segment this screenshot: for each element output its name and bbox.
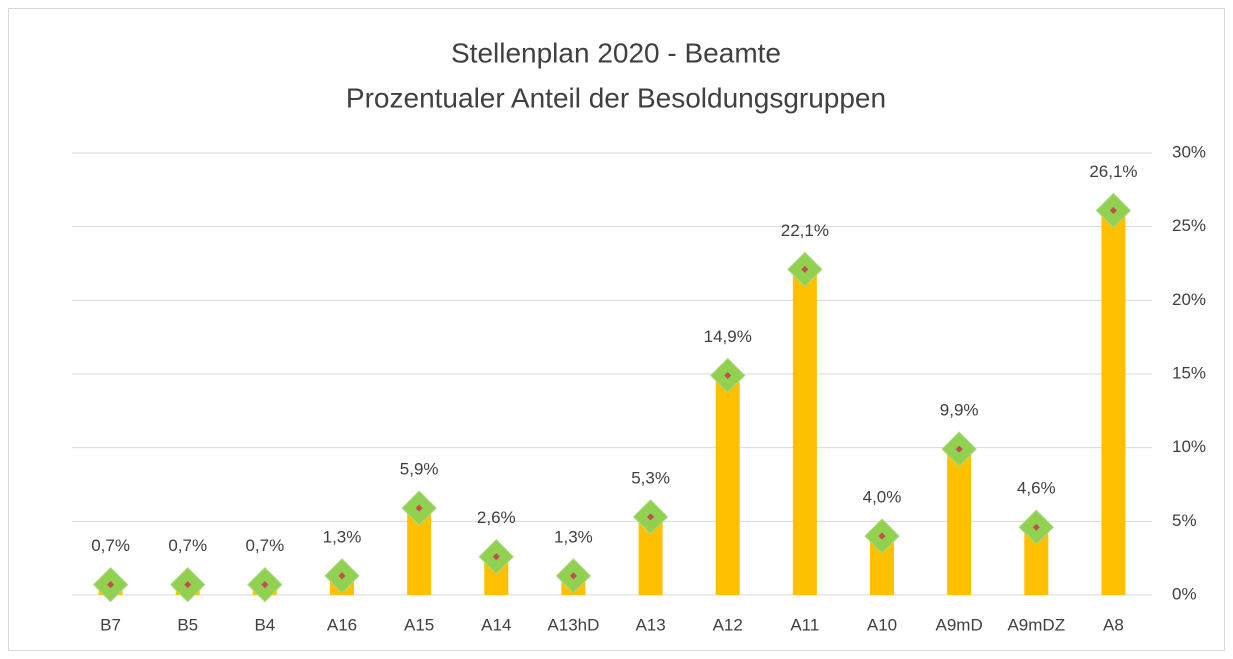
chart-border	[8, 8, 1225, 651]
data-label: 1,3%	[554, 527, 593, 546]
y-tick-label: 0%	[1172, 584, 1197, 603]
x-tick-label: A8	[1103, 615, 1124, 634]
y-tick-label: 10%	[1172, 437, 1206, 456]
chart-title: Stellenplan 2020 - Beamte	[451, 37, 781, 68]
x-tick-label: A11	[790, 615, 819, 634]
chart-subtitle: Prozentualer Anteil der Besoldungsgruppe…	[346, 82, 886, 113]
marker-dot	[415, 504, 423, 512]
marker-dot	[184, 581, 192, 589]
y-tick-label: 20%	[1172, 290, 1206, 309]
marker-dot	[492, 553, 500, 561]
bar	[947, 449, 972, 595]
y-tick-label: 25%	[1172, 216, 1206, 235]
x-tick-label: A9mDZ	[1007, 615, 1065, 634]
bar	[715, 375, 740, 595]
data-label: 4,0%	[863, 488, 902, 507]
marker-dot	[338, 572, 346, 580]
marker-dot	[724, 371, 732, 380]
data-label: 0,7%	[91, 536, 130, 555]
data-label: 26,1%	[1089, 162, 1137, 181]
x-tick-label: B4	[254, 615, 275, 634]
x-tick-label: A10	[867, 615, 897, 634]
x-tick-label: A13	[635, 615, 665, 634]
marker-dot	[801, 265, 809, 273]
bar	[792, 269, 817, 595]
x-tick-label: A13hD	[547, 615, 599, 634]
data-label: 14,9%	[704, 327, 752, 346]
marker-dot	[955, 445, 963, 453]
marker-dot	[261, 581, 269, 589]
y-tick-label: 15%	[1172, 363, 1206, 382]
y-tick-label: 30%	[1172, 142, 1206, 161]
marker-dot	[878, 532, 886, 540]
x-tick-label: A9mD	[936, 615, 983, 634]
marker-dot	[107, 581, 115, 589]
data-label: 1,3%	[323, 527, 362, 546]
x-tick-label: A16	[327, 615, 357, 634]
data-label: 4,6%	[1017, 479, 1056, 498]
bar	[1101, 210, 1126, 595]
data-label: 2,6%	[477, 508, 516, 527]
data-label: 5,9%	[400, 460, 439, 479]
data-label: 0,7%	[245, 536, 284, 555]
x-tick-label: B5	[177, 615, 198, 634]
x-tick-label: B7	[100, 615, 121, 634]
x-tick-label: A14	[481, 615, 511, 634]
y-tick-label: 5%	[1172, 511, 1197, 530]
x-tick-label: A15	[404, 615, 434, 634]
x-tick-label: A12	[713, 615, 743, 634]
data-label: 5,3%	[631, 468, 670, 487]
data-label: 0,7%	[168, 536, 207, 555]
marker-dot	[647, 513, 655, 521]
data-label: 9,9%	[940, 401, 979, 420]
marker-dot	[569, 572, 577, 580]
data-label: 22,1%	[781, 221, 829, 240]
